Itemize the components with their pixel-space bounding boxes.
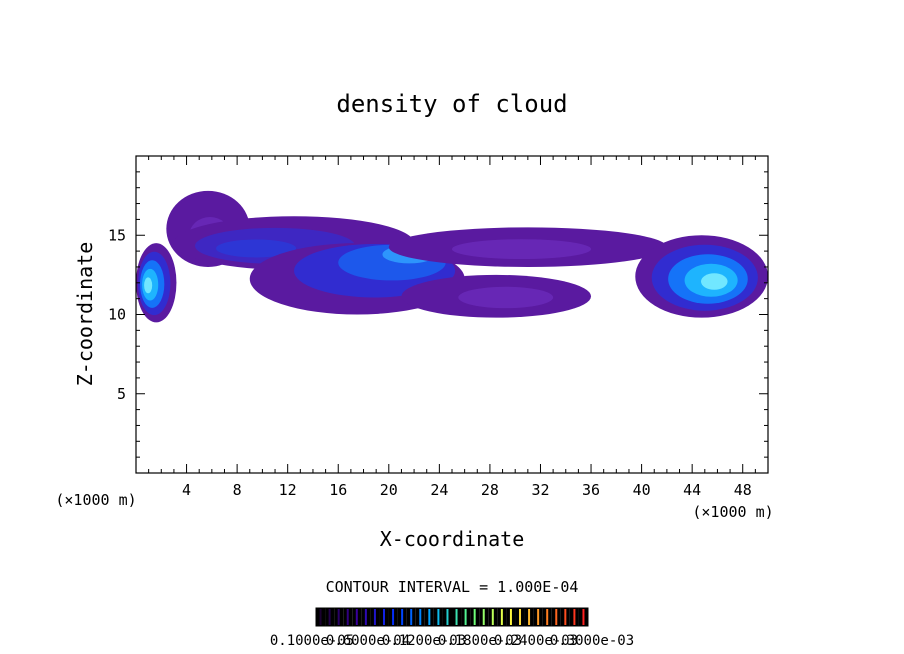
- x-tick-label: 36: [582, 481, 600, 499]
- cloud-level-upper-band-1: [452, 239, 592, 260]
- x-tick-label: 16: [329, 481, 347, 499]
- cloud-level-right-edge-4: [701, 273, 728, 290]
- chart-title: density of cloud: [336, 90, 567, 118]
- z-tick-label: 5: [117, 385, 126, 403]
- x-tick-label: 28: [481, 481, 499, 499]
- x-tick-label: 20: [380, 481, 398, 499]
- colorbar: [315, 607, 589, 627]
- x-tick-label: 40: [633, 481, 651, 499]
- x-tick-label: 48: [734, 481, 752, 499]
- cloud-region-lower-band: [401, 274, 592, 318]
- colorbar-labels: 0.1000e-050.6000e-040.1200e-030.1800e-03…: [270, 633, 634, 649]
- z-axis-ticks: 5 10 15: [108, 155, 768, 474]
- colorbar-frame: [315, 607, 589, 627]
- z-tick-label: 10: [108, 306, 126, 324]
- cloud-region-right-edge: [635, 235, 768, 318]
- colorbar-label: 0.1200e-03: [382, 633, 466, 649]
- colorbar-label: 0.6000e-04: [326, 633, 410, 649]
- cloud-level-mid-layer-2: [216, 239, 297, 258]
- cloud-level-lower-band-1: [458, 286, 554, 309]
- z-tick-label: 15: [108, 226, 126, 244]
- z-axis-label: Z-coordinate: [73, 242, 97, 387]
- colorbar-label: 0.2400e-03: [494, 633, 578, 649]
- x-unit-left: (×1000 m): [55, 491, 136, 509]
- colorbar-label: 0.1800e-03: [438, 633, 522, 649]
- x-axis-label: X-coordinate: [380, 527, 525, 551]
- colorbar-label: 0.3000e-03: [550, 633, 634, 649]
- x-unit-right: (×1000 m): [692, 503, 773, 521]
- x-tick-label: 44: [683, 481, 701, 499]
- contour-interval: CONTOUR INTERVAL = 1.000E-04: [326, 578, 579, 596]
- cloud-region-left-edge: [136, 243, 177, 323]
- x-tick-label: 4: [182, 481, 191, 499]
- x-tick-label: 12: [279, 481, 297, 499]
- x-tick-label: 32: [531, 481, 549, 499]
- cloud-density-field: [136, 190, 768, 323]
- cloud-level-left-edge-4: [144, 277, 153, 294]
- cloud-region-upper-band: [388, 227, 667, 267]
- colorbar-label: 0.1000e-05: [270, 633, 354, 649]
- x-tick-label: 8: [233, 481, 242, 499]
- x-axis-ticks: 4 8 12 16 20 24 28 32 36 40 44 48: [135, 156, 769, 499]
- x-tick-label: 24: [430, 481, 448, 499]
